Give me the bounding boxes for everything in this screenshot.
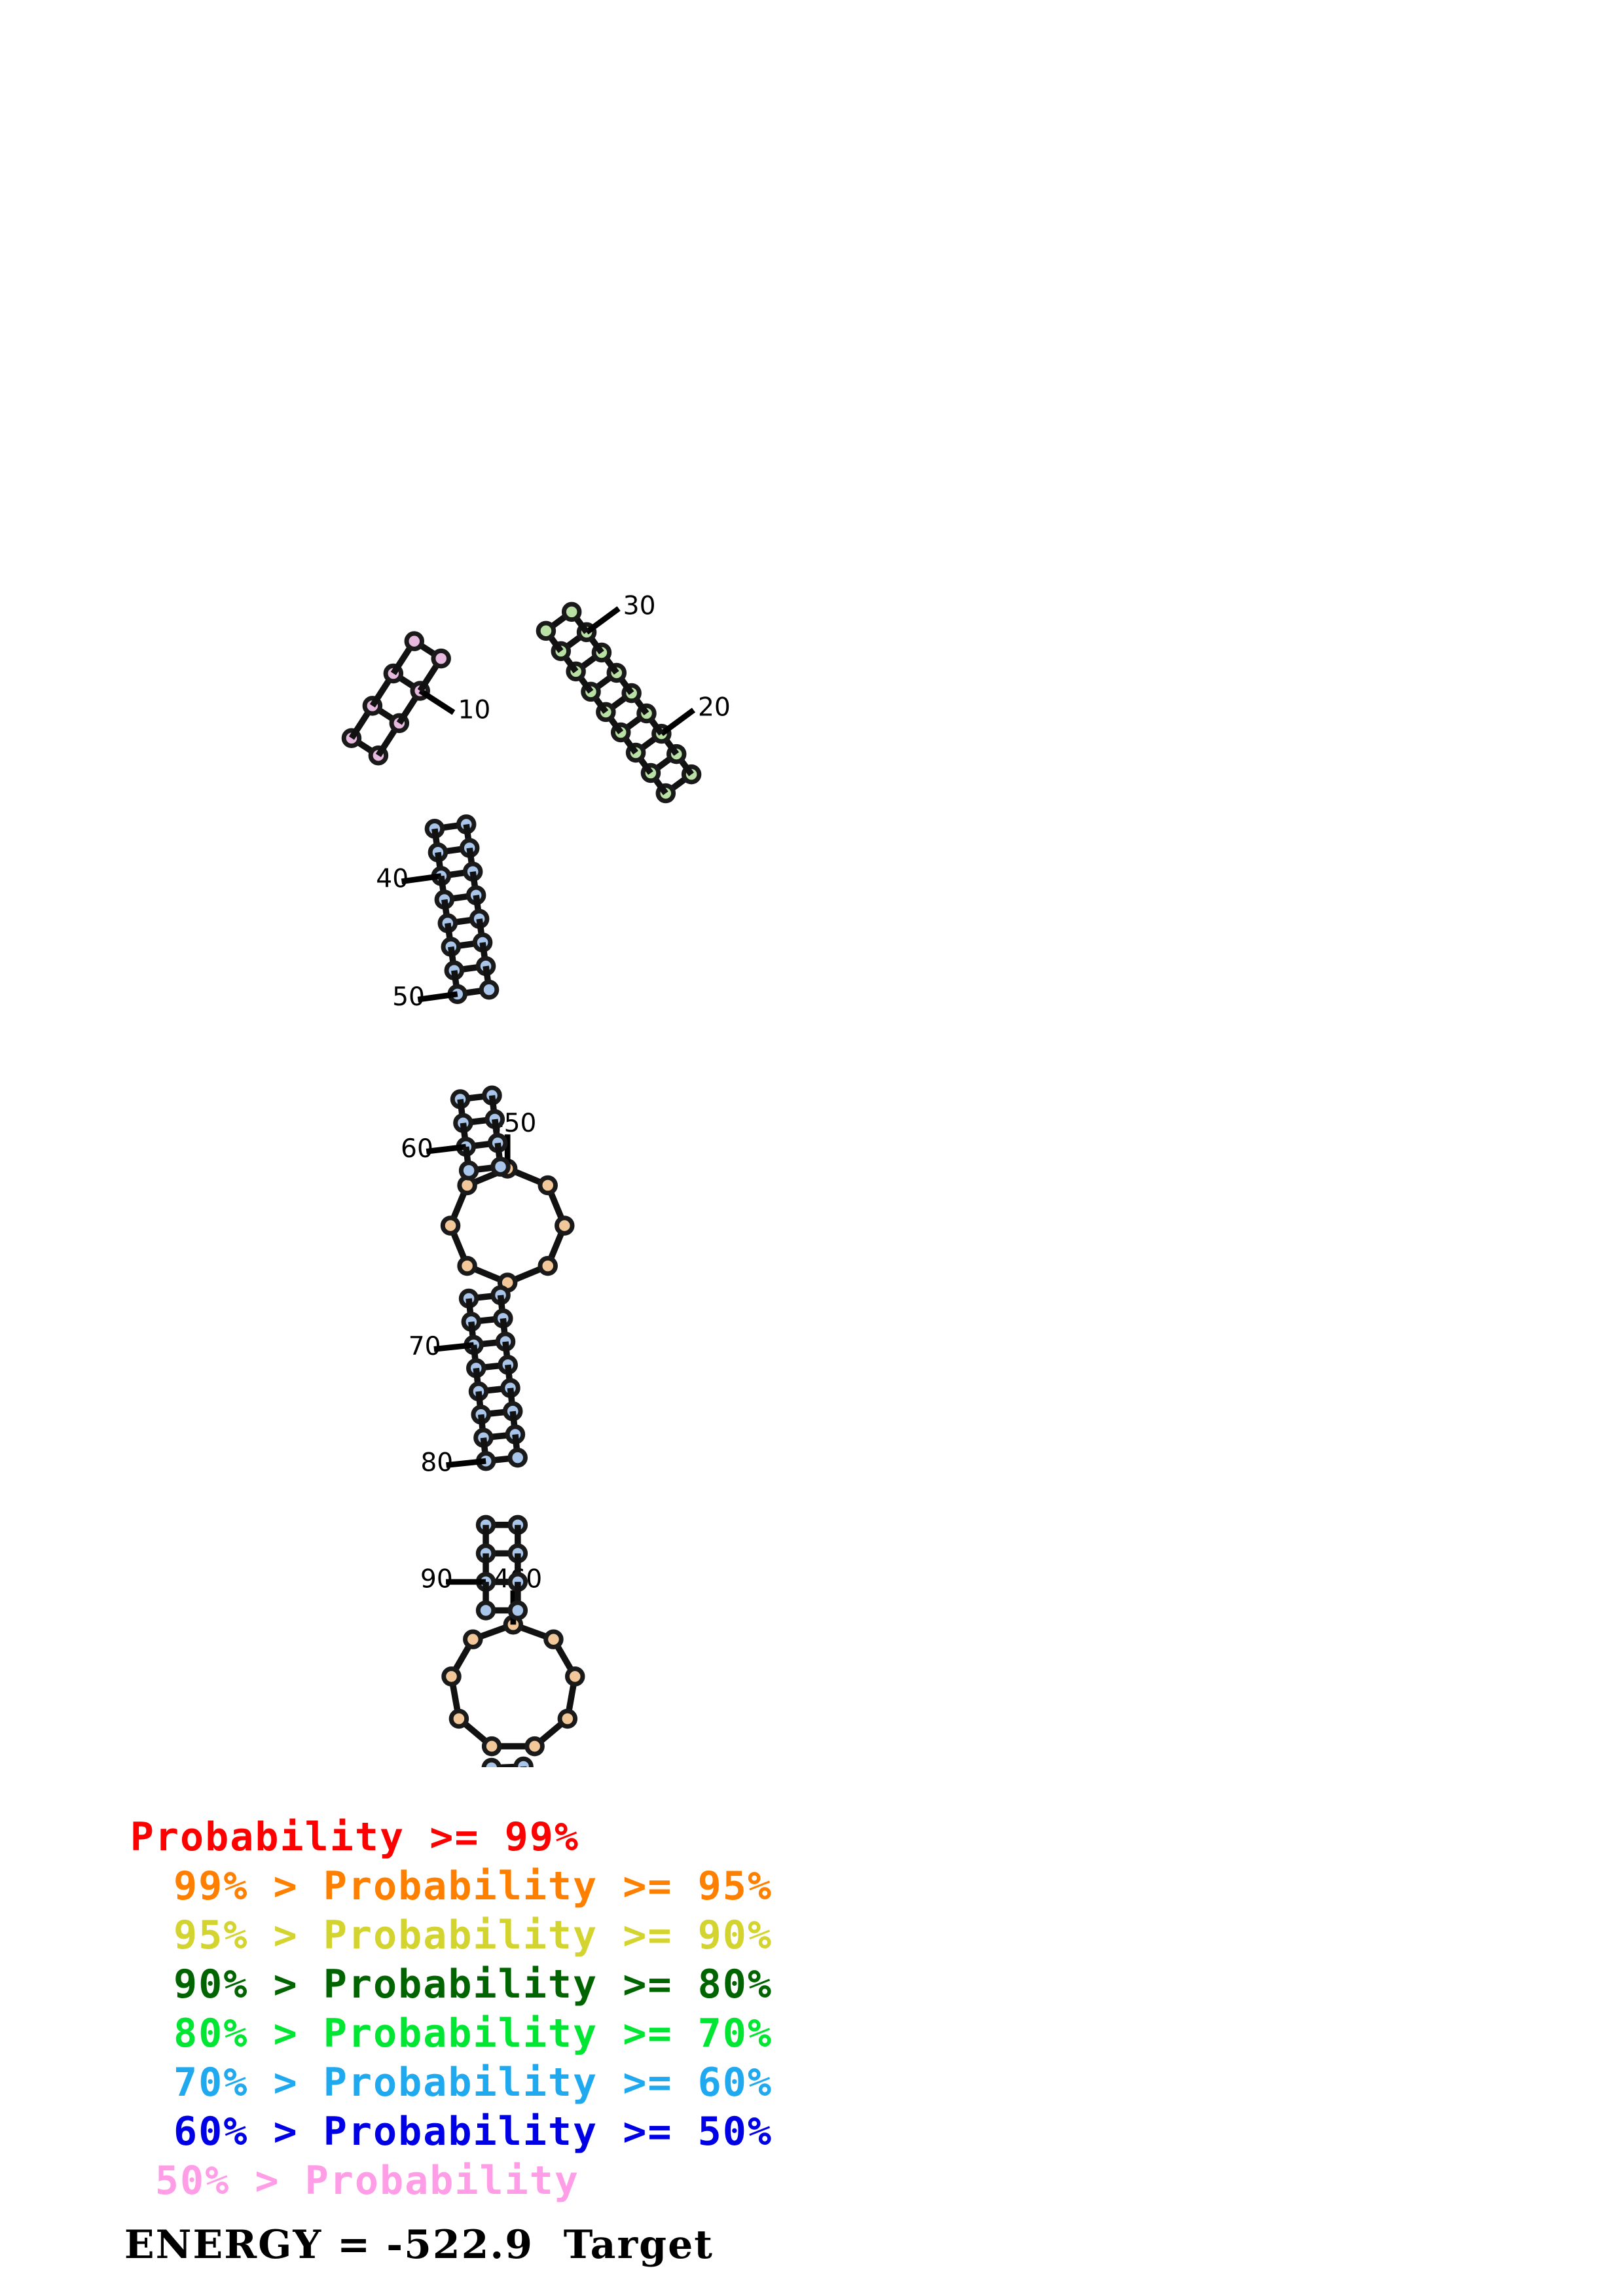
position-number: 40 (376, 864, 409, 893)
legend-row-1: 99% > Probability >= 95% (173, 1863, 773, 1909)
nucleotide-circle (441, 1666, 462, 1687)
nucleotide-circle (481, 1736, 502, 1757)
rna-secondary-structure-diagram: 440450460470480490500510520530 102030405… (341, 591, 731, 1767)
position-number: 70 (409, 1332, 441, 1361)
nucleotide-circle (555, 1215, 575, 1236)
legend-row-4: 80% > Probability >= 70% (173, 2011, 773, 2056)
position-tick (417, 991, 458, 1003)
position-number: 80 (420, 1448, 453, 1477)
nucleotide-circle (475, 1600, 496, 1621)
nucleotide-circle (431, 648, 451, 669)
legend-row-2: 95% > Probability >= 90% (173, 1912, 773, 1958)
legend-row-6: 60% > Probability >= 50% (173, 2109, 773, 2155)
h-upper-stem-2: 60 (401, 1085, 511, 1181)
position-number: 30 (623, 591, 656, 620)
nucleotide-circle (507, 1447, 528, 1468)
nucleotide-circle (524, 1736, 545, 1757)
nucleotide-circle (507, 1600, 528, 1621)
legend-row-5: 70% > Probability >= 60% (173, 2060, 773, 2106)
h-top-left-hairpin: 10 (341, 631, 490, 766)
legend-row-0: Probability >= 99% (130, 1814, 579, 1860)
nucleotide-circle (561, 601, 582, 622)
helix-layer: 1020304050607080901001101201301401501601… (341, 591, 731, 1767)
legend-row-3: 90% > Probability >= 80% (173, 1962, 773, 2007)
nucleotide-circle (463, 1629, 483, 1649)
nucleotide-circle (458, 1160, 479, 1181)
nucleotide-circle (564, 1666, 585, 1687)
energy-readout: ENERGY = -522.9 Target (124, 2222, 714, 2268)
position-tick (659, 708, 696, 736)
nucleotide-circle (538, 1255, 558, 1276)
nucleotide-circle (490, 1157, 511, 1177)
h-upper-stem-3: 70 80 (409, 1285, 528, 1477)
loop-internal-2: 460 (441, 1565, 585, 1757)
nucleotide-circle (543, 1629, 564, 1649)
position-tick (446, 1458, 486, 1468)
position-number: 10 (458, 695, 490, 725)
h-upper-stem-5: 100 (481, 1756, 534, 1767)
nucleotide-circle (557, 1708, 578, 1729)
position-number: 20 (698, 693, 731, 723)
nucleotide-circle (448, 1708, 469, 1729)
h-upper-stem-4: 90 (420, 1515, 528, 1621)
nucleotide-circle (536, 620, 556, 641)
nucleotide-circle (440, 1215, 461, 1236)
nucleotide-circle (457, 1255, 477, 1276)
position-tick (426, 1143, 467, 1155)
loop-layer: 440450460470480490500510520530 (440, 1109, 585, 1757)
h-upper-stem-1: 40 50 (376, 814, 500, 1012)
position-number: 50 (392, 982, 425, 1012)
nucleotide-circle (479, 979, 500, 1000)
position-tick (433, 1342, 475, 1352)
probability-legend: Probability >= 99% 99% > Probability >= 9… (0, 1813, 773, 2206)
position-tick (585, 606, 621, 635)
position-tick (401, 873, 442, 885)
legend-row-7: 50% > Probability (155, 2158, 579, 2204)
position-number: 90 (420, 1565, 453, 1594)
position-tick (418, 688, 456, 715)
nucleotide-circle (538, 1175, 558, 1196)
nucleotide-circle (404, 631, 425, 651)
position-number: 60 (401, 1134, 433, 1164)
nucleotide-circle (481, 1757, 501, 1767)
nucleotide-circle (513, 1756, 534, 1767)
